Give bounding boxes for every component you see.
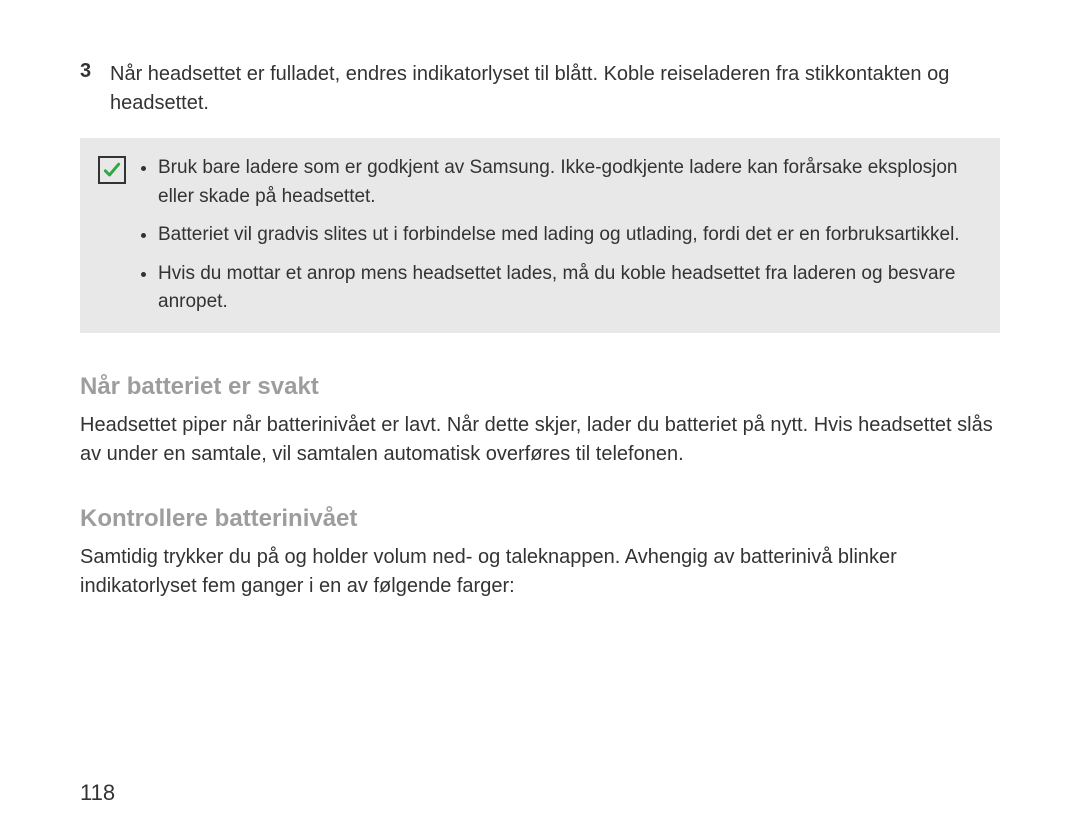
numbered-step: 3 Når headsettet er fulladet, endres ind… xyxy=(80,60,1000,118)
step-number: 3 xyxy=(80,60,110,83)
section-heading-check-level: Kontrollere batterinivået xyxy=(80,505,1000,533)
step-text: Når headsettet er fulladet, endres indik… xyxy=(110,60,1000,118)
section-heading-low-battery: Når batteriet er svakt xyxy=(80,373,1000,401)
page-number: 118 xyxy=(80,780,115,806)
note-item: Batteriet vil gradvis slites ut i forbin… xyxy=(158,221,982,250)
note-item: Hvis du mottar et anrop mens headsettet … xyxy=(158,260,982,317)
note-list: Bruk bare ladere som er godkjent av Sams… xyxy=(138,154,982,317)
section-body-low-battery: Headsettet piper når batterinivået er la… xyxy=(80,411,1000,469)
note-box: Bruk bare ladere som er godkjent av Sams… xyxy=(80,138,1000,333)
note-item: Bruk bare ladere som er godkjent av Sams… xyxy=(158,154,982,211)
checkmark-svg xyxy=(102,160,122,180)
section-body-check-level: Samtidig trykker du på og holder volum n… xyxy=(80,543,1000,601)
note-icon-wrap xyxy=(98,154,138,184)
checkmark-icon xyxy=(98,156,126,184)
document-page: 3 Når headsettet er fulladet, endres ind… xyxy=(0,0,1080,840)
